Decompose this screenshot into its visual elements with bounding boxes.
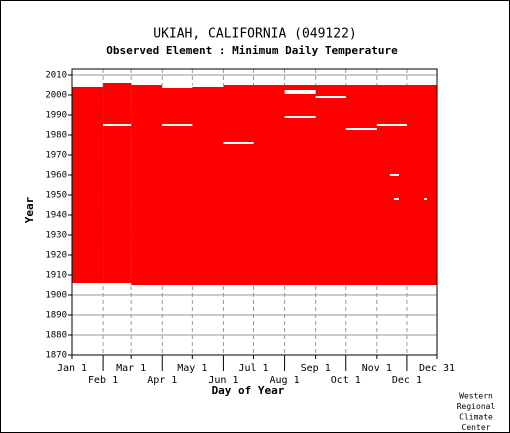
gap-block (162, 85, 193, 88)
credit-line: Western (459, 392, 493, 401)
gap-block (423, 198, 427, 200)
y-tick-label: 1890 (45, 311, 67, 321)
credit-line: Regional (457, 402, 496, 411)
chart-title: UKIAH, CALIFORNIA (049122) (153, 27, 357, 42)
y-tick-label: 2010 (45, 71, 67, 81)
record-block (72, 87, 104, 283)
record-block (103, 83, 132, 283)
x-tick-label: Nov 1 (362, 363, 392, 374)
gap-block (103, 124, 132, 126)
x-tick-label: Sep 1 (301, 363, 331, 374)
x-tick-label: Aug 1 (270, 375, 300, 386)
y-tick-label: 1930 (45, 231, 67, 241)
gap-block (376, 124, 407, 126)
x-tick-label: Apr 1 (147, 375, 177, 386)
gap-block (393, 198, 399, 200)
x-tick-label: Dec 31 (419, 363, 455, 374)
x-tick-label: Feb 1 (88, 375, 118, 386)
x-tick-label: Mar 1 (116, 363, 146, 374)
gap-block (389, 174, 399, 176)
credit-line: Center (462, 423, 491, 432)
y-tick-label: 1990 (45, 111, 67, 121)
x-tick-label: Jan 1 (57, 363, 87, 374)
y-tick-label: 2000 (45, 91, 67, 101)
y-tick-label: 1910 (45, 271, 67, 281)
x-tick-label: Oct 1 (331, 375, 361, 386)
y-tick-label: 1960 (45, 171, 67, 181)
chart-subtitle: Observed Element : Minimum Daily Tempera… (106, 44, 398, 57)
gap-block (284, 116, 316, 118)
y-tick-label: 1980 (45, 131, 67, 141)
gap-block (284, 90, 316, 94)
x-tick-label: Jun 1 (208, 375, 238, 386)
x-tick-label: Jul 1 (238, 363, 268, 374)
gap-block (223, 142, 254, 144)
x-tick-label: May 1 (177, 363, 207, 374)
gap-block (345, 128, 377, 130)
gap-block (192, 85, 224, 87)
record-block (131, 85, 437, 285)
x-axis-label: Day of Year (212, 384, 285, 397)
gap-block (315, 96, 346, 98)
credit-line: Climate (459, 413, 493, 422)
y-axis-label: Year (23, 196, 36, 223)
y-tick-label: 1900 (45, 291, 67, 301)
x-tick-label: Dec 1 (392, 375, 422, 386)
y-tick-label: 1970 (45, 151, 67, 161)
y-tick-label: 1880 (45, 331, 67, 341)
y-tick-label: 1940 (45, 211, 67, 221)
gap-block (162, 124, 193, 126)
y-tick-label: 1950 (45, 191, 67, 201)
y-tick-label: 1870 (45, 351, 67, 361)
plot-border (71, 68, 438, 356)
y-tick-label: 1920 (45, 251, 67, 261)
